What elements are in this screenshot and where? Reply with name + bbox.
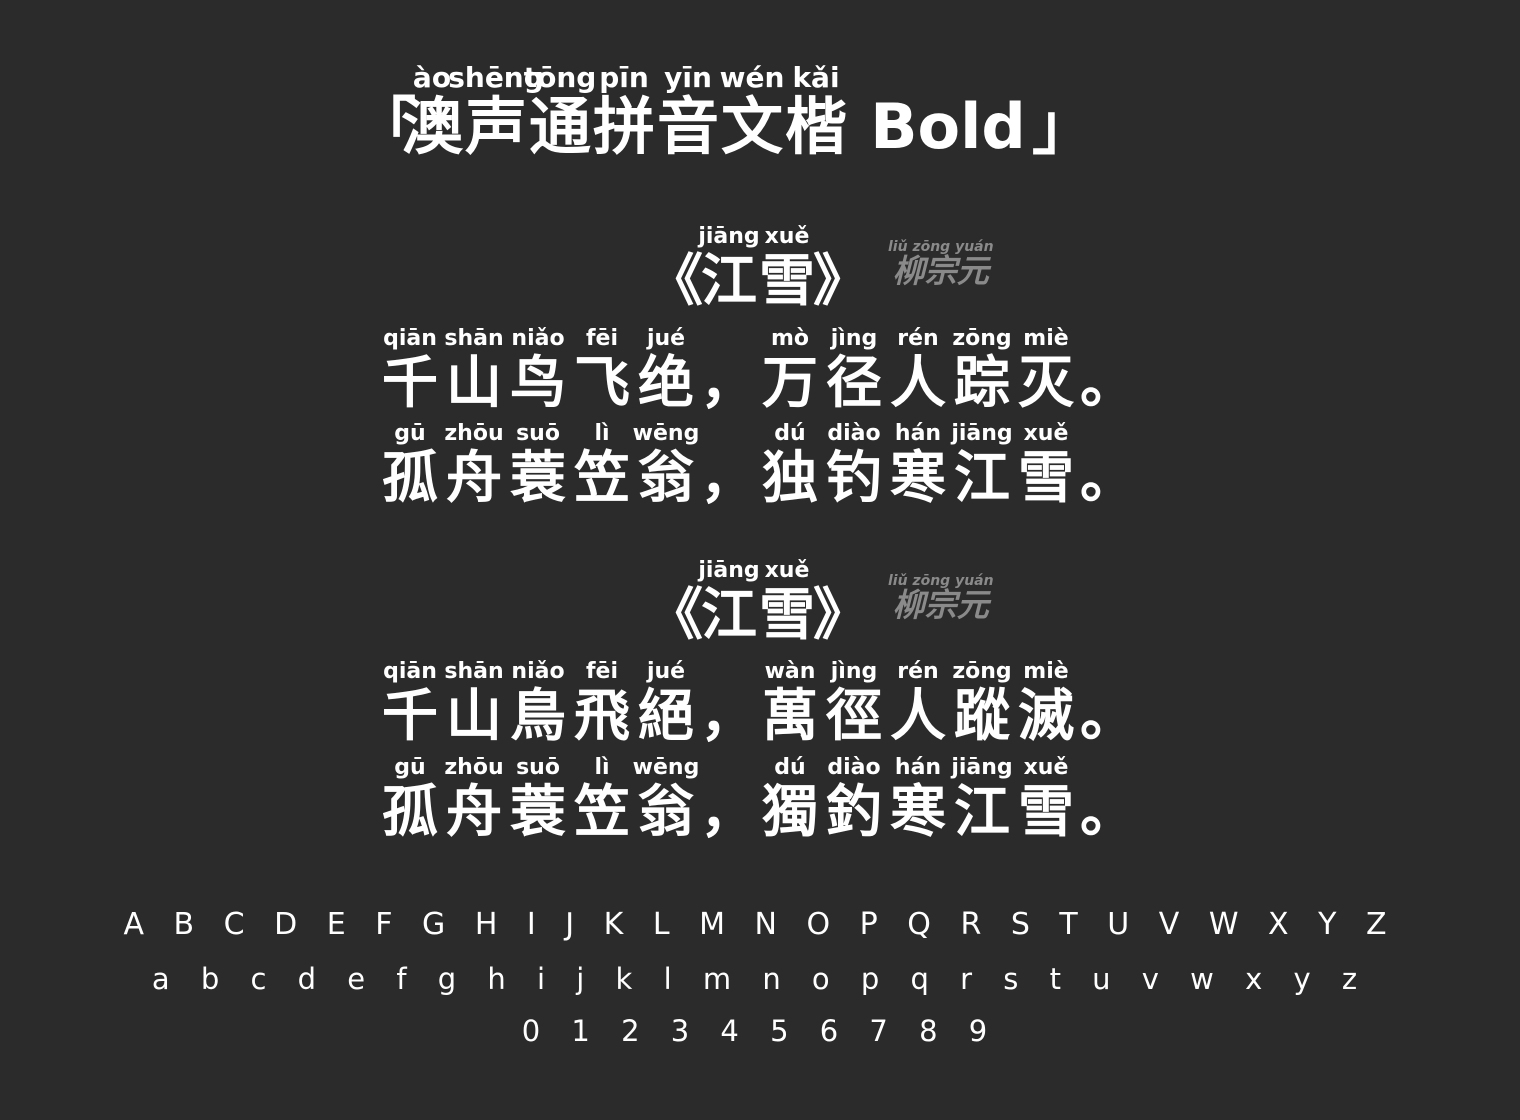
poem-char: dú 獨 [762, 755, 818, 845]
author-pinyin: liǔ zōng yuán [888, 573, 994, 589]
title-open-quote: 《 [647, 249, 703, 314]
title-close-bracket: 」 [1032, 90, 1095, 163]
poem-title-char: xuě 雪 [759, 558, 815, 648]
title-char: shēng 声 [448, 61, 544, 163]
poem-char: suō 蓑 [510, 755, 566, 845]
period: 。 [1080, 684, 1136, 749]
poem-char: suō 蓑 [510, 421, 566, 511]
comma: ， [700, 446, 756, 511]
poem-char: zhōu 舟 [444, 755, 504, 845]
poem-char: gū 孤 [382, 421, 438, 511]
poem1-line-1: qiān 千 shān 山 niǎo 鸟 fēi 飞 jué 绝 ， mò 万 jìng 径 … [378, 328, 1138, 412]
period: 。 [1080, 351, 1136, 416]
poem-char: wēng 翁 [632, 755, 700, 845]
lowercase-alphabet: a b c d e f g h i j k l m n o p q r s t … [151, 962, 1369, 996]
poem-char: wàn 萬 [762, 659, 818, 749]
period: 。 [1080, 780, 1136, 845]
poem-title-char: jiāng 江 [698, 558, 760, 648]
title-char: wén 文 [719, 61, 785, 163]
poem-char: hán 寒 [890, 421, 946, 511]
poem-char: jiāng 江 [951, 421, 1013, 511]
title-close-quote: 》 [813, 249, 869, 314]
poem-char: rén 人 [890, 326, 946, 416]
title-char: tōng 通 [523, 61, 597, 163]
period: 。 [1080, 446, 1136, 511]
poem-title-char: jiāng 江 [698, 224, 760, 314]
poem-char: miè 灭 [1018, 326, 1074, 416]
title-latin: Bold [870, 90, 1026, 163]
poem-char: jué 絕 [638, 659, 694, 749]
title-char: kǎi 楷 [784, 61, 847, 163]
poem-char: shān 山 [444, 326, 504, 416]
poem-char: miè 滅 [1018, 659, 1074, 749]
comma: ， [700, 351, 756, 416]
comma: ， [700, 780, 756, 845]
comma: ， [700, 684, 756, 749]
poem-char: qiān 千 [382, 659, 438, 749]
poem-char: xuě 雪 [1018, 755, 1074, 845]
poem1-title: 《 jiāng 江 xuě 雪 》 [647, 224, 869, 314]
poem-char: diào 釣 [826, 755, 882, 845]
uppercase-alphabet: A B C D E F G H I J K L M N O P Q R S T … [123, 907, 1397, 942]
poem2-line-2: gū 孤 zhōu 舟 suō 蓑 lì 笠 wēng 翁 ， dú 獨 diào 釣 hán… [378, 757, 1138, 841]
poem-char: lì 笠 [574, 755, 630, 845]
poem-char: niǎo 鳥 [510, 659, 566, 749]
poem2-line-1: qiān 千 shān 山 niǎo 鳥 fēi 飛 jué 絕 ， wàn 萬 jìng 徑… [378, 661, 1138, 745]
poem2-author: liǔ zōng yuán 柳宗元 [888, 574, 994, 623]
poem-char: jìng 徑 [826, 659, 882, 749]
poem-char: niǎo 鸟 [510, 326, 566, 416]
poem-char: rén 人 [890, 659, 946, 749]
poem1-author: liǔ zōng yuán 柳宗元 [888, 240, 994, 289]
poem-char: fēi 飛 [574, 659, 630, 749]
poem1-line-2: gū 孤 zhōu 舟 suō 蓑 lì 笠 wēng 翁 ， dú 独 diào 钓 hán… [378, 423, 1138, 507]
poem-char: dú 独 [762, 421, 818, 511]
poem-char: gū 孤 [382, 755, 438, 845]
poem-char: mò 万 [762, 326, 818, 416]
poem-char: xuě 雪 [1018, 421, 1074, 511]
poem-char: fēi 飞 [574, 326, 630, 416]
poem2-title: 《 jiāng 江 xuě 雪 》 [647, 558, 869, 648]
poem-char: jìng 径 [826, 326, 882, 416]
title-open-quote: 《 [647, 583, 703, 648]
poem-char: zōng 踪 [952, 326, 1012, 416]
poem-char: zhōu 舟 [444, 421, 504, 511]
title-char: ào 澳 [400, 61, 463, 163]
poem-char: qiān 千 [382, 326, 438, 416]
title-open-bracket: 「 [354, 90, 417, 163]
poem-char: jiāng 江 [951, 755, 1013, 845]
poem-char: wēng 翁 [632, 421, 700, 511]
poem-char: diào 钓 [826, 421, 882, 511]
poem-char: jué 绝 [638, 326, 694, 416]
title-char: yīn 音 [656, 61, 719, 163]
title-close-quote: 》 [813, 583, 869, 648]
author-pinyin: liǔ zōng yuán [888, 239, 994, 255]
poem-char: zōng 蹤 [952, 659, 1012, 749]
digits: 0 1 2 3 4 5 6 7 8 9 [521, 1014, 999, 1048]
font-name-title: 「 ào 澳 shēng 声 tōng 通 pīn 拼 yīn 音 wén 文 kǎi 楷 B… [354, 61, 1095, 163]
poem-char: lì 笠 [574, 421, 630, 511]
author-name: 柳宗元 [892, 586, 989, 624]
poem-char: hán 寒 [890, 755, 946, 845]
author-name: 柳宗元 [892, 252, 989, 290]
poem-char: shān 山 [444, 659, 504, 749]
poem-title-char: xuě 雪 [759, 224, 815, 314]
title-char: pīn 拼 [592, 61, 655, 163]
